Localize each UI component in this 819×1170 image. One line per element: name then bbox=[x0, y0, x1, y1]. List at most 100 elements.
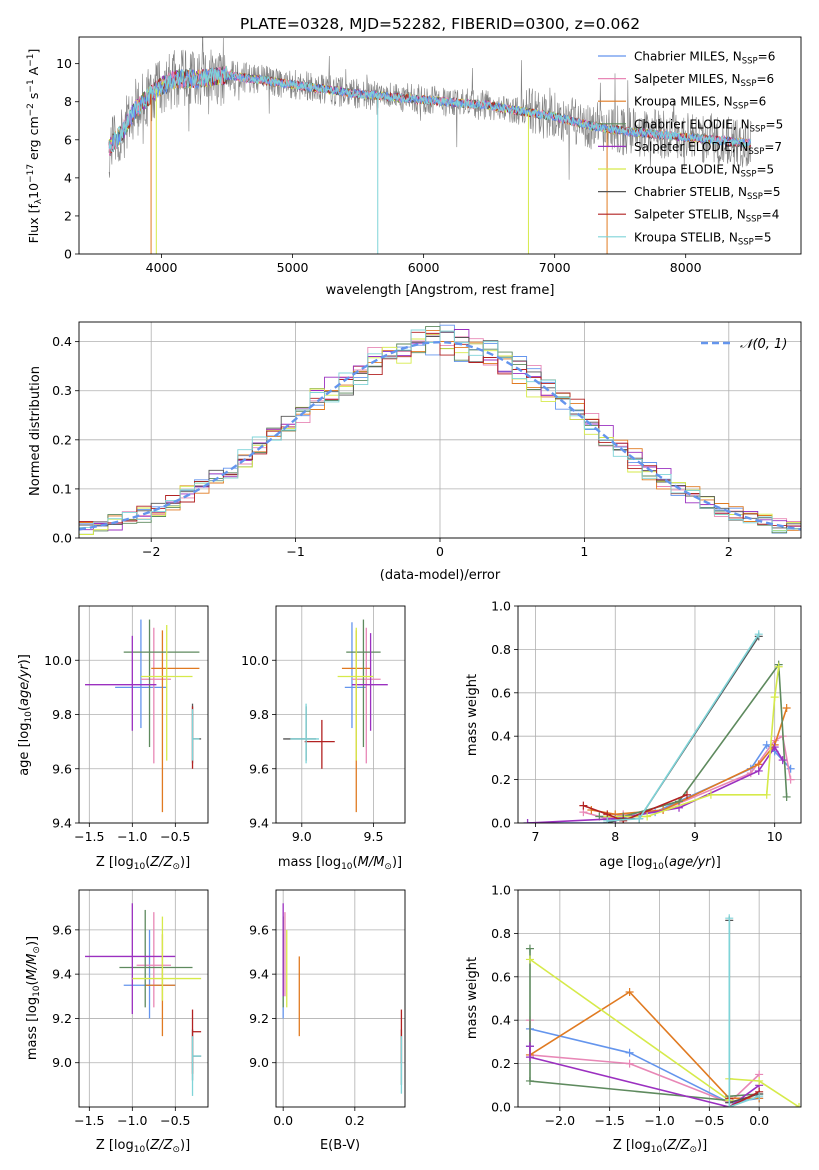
legend-text: Salpeter STELIB, N bbox=[634, 208, 746, 222]
tick-label-x: −0.5 bbox=[160, 1113, 190, 1128]
gaussian-legend-label: 𝒩(0, 1) bbox=[740, 337, 787, 352]
weight-marker bbox=[762, 790, 771, 799]
tick-label-x: −1.5 bbox=[74, 1113, 104, 1128]
tick-label-x: 6000 bbox=[408, 260, 440, 275]
legend-sub: SSP bbox=[748, 147, 764, 157]
tick-label-y: 0.2 bbox=[491, 772, 511, 787]
axes-frame bbox=[275, 889, 406, 1108]
tick-label-y: 9.6 bbox=[249, 761, 269, 776]
tick-label-y: 1.0 bbox=[491, 883, 511, 898]
legend-entry: Chabrier ELODIE, NSSP=5 bbox=[634, 117, 783, 134]
tick-label-y: 0.8 bbox=[491, 642, 511, 657]
ylabel-z-age: age [log10(age/yr)] bbox=[17, 654, 34, 776]
axes-frame bbox=[78, 605, 209, 824]
weight-marker bbox=[795, 1103, 801, 1107]
tick-label-x: 1 bbox=[580, 544, 588, 559]
legend-text: Salpeter ELODIE, N bbox=[634, 140, 748, 154]
residuals-panel: −2 −1 0 1 2 0.0 0.1 0.2 0.3 0.4 𝒩(0, 1) bbox=[52, 321, 802, 559]
tick-label-x: 8000 bbox=[670, 260, 702, 275]
tick-label-y: 9.8 bbox=[249, 707, 269, 722]
tick-label-x: −0.5 bbox=[160, 829, 190, 844]
legend-text: Chabrier STELIB, N bbox=[634, 185, 747, 199]
tick-label-x: −0.5 bbox=[694, 1113, 724, 1128]
tick-label-y: 6 bbox=[64, 132, 72, 147]
legend-val: =6 bbox=[758, 50, 776, 64]
legend-text: Kroupa STELIB, N bbox=[634, 230, 738, 244]
xlabel-spectrum: wavelength [Angstrom, rest frame] bbox=[326, 283, 555, 298]
xlabel-z-mass: Z [log10(Z/Z⊙)] bbox=[96, 1138, 190, 1155]
legend-entry: Kroupa ELODIE, NSSP=5 bbox=[634, 163, 774, 180]
weight-marker bbox=[725, 914, 734, 923]
tick-label-x: −1.5 bbox=[74, 829, 104, 844]
weight-marker bbox=[525, 1042, 534, 1051]
tick-label-y: 10 bbox=[56, 56, 72, 71]
legend-val: =5 bbox=[756, 163, 774, 177]
weight-line-6 bbox=[728, 920, 760, 1104]
tick-label-y: 10.0 bbox=[241, 653, 269, 668]
weight-marker bbox=[625, 1048, 634, 1057]
mass-age-panel: 9.0 9.5 9.4 9.6 9.8 10.0 bbox=[241, 605, 406, 844]
legend-entry: Kroupa MILES, NSSP=6 bbox=[634, 95, 766, 112]
weight-marker bbox=[603, 816, 612, 823]
z-age-panel: −1.5 −1.0 −0.5 9.4 9.6 9.8 10.0 bbox=[44, 605, 209, 844]
legend-sub: SSP bbox=[750, 124, 766, 134]
xlabel-z-weight: Z [log10(Z/Z⊙)] bbox=[613, 1138, 707, 1155]
weight-line-1 bbox=[583, 734, 792, 820]
weight-marker bbox=[525, 1076, 534, 1085]
weight-marker bbox=[770, 743, 779, 752]
legend-entry: Chabrier STELIB, NSSP=5 bbox=[634, 185, 781, 202]
tick-label-y: 8 bbox=[64, 94, 72, 109]
weight-line-2 bbox=[591, 707, 788, 816]
tick-label-x: −1.0 bbox=[644, 1113, 674, 1128]
tick-label-x: 10 bbox=[767, 829, 783, 844]
legend-val: =6 bbox=[756, 72, 774, 86]
weight-marker bbox=[755, 1076, 764, 1085]
weight-marker bbox=[782, 703, 791, 712]
tick-label-y: 9.6 bbox=[249, 922, 269, 937]
tick-label-y: 9.0 bbox=[249, 1055, 269, 1070]
legend-sub: SSP bbox=[741, 170, 757, 180]
tick-label-y: 0.8 bbox=[491, 926, 511, 941]
tick-label-x: −1.0 bbox=[117, 1113, 147, 1128]
tick-label-y: 9.6 bbox=[52, 922, 72, 937]
ylabel-z-mass: mass [log10(M/M⊙)] bbox=[25, 936, 42, 1060]
weight-marker bbox=[725, 1103, 734, 1107]
weight-marker bbox=[774, 662, 783, 671]
axes-frame bbox=[78, 889, 209, 1108]
weight-marker bbox=[786, 775, 795, 784]
tick-label-x: −1.5 bbox=[594, 1113, 624, 1128]
axes-frame bbox=[78, 321, 802, 539]
legend-entry: Salpeter ELODIE, NSSP=7 bbox=[634, 140, 782, 157]
gaussian-curve bbox=[79, 340, 801, 531]
ylabel-spectrum: Flux [fλ10−17 erg cm−2 s−1 A−1] bbox=[26, 49, 44, 244]
legend-text: Chabrier ELODIE, N bbox=[634, 117, 750, 131]
tick-label-y: 0.0 bbox=[52, 531, 72, 546]
tick-label-x: 4000 bbox=[146, 260, 178, 275]
weight-line-2 bbox=[529, 990, 760, 1100]
tick-label-y: 9.4 bbox=[249, 967, 269, 982]
legend-sub: SSP bbox=[742, 57, 758, 67]
tick-label-x: 7 bbox=[532, 829, 540, 844]
weight-marker bbox=[755, 1092, 764, 1101]
weight-marker bbox=[635, 814, 644, 823]
weight-marker bbox=[625, 987, 634, 996]
weight-line-7 bbox=[583, 794, 688, 822]
tick-label-x: 2 bbox=[725, 544, 733, 559]
tick-label-x: −1 bbox=[286, 544, 304, 559]
tick-label-y: 9.2 bbox=[249, 1011, 269, 1026]
xlabel-ebv: E(B-V) bbox=[320, 1138, 360, 1153]
xlabel-age-weight: age [log10(age/yr)] bbox=[599, 855, 721, 872]
weight-marker bbox=[778, 756, 787, 765]
weight-marker bbox=[754, 766, 763, 775]
xlabel-z-age: Z [log10(Z/Z⊙)] bbox=[96, 855, 190, 872]
legend-entry: Chabrier MILES, NSSP=6 bbox=[634, 50, 775, 67]
legend-sub: SSP bbox=[738, 237, 754, 247]
tick-label-x: 0.0 bbox=[749, 1113, 769, 1128]
errorbars bbox=[85, 903, 202, 1096]
legend-sub: SSP bbox=[746, 215, 762, 225]
tick-label-y: 0.2 bbox=[491, 1056, 511, 1071]
legend-sub: SSP bbox=[741, 79, 757, 89]
model-spectrum-3 bbox=[108, 66, 752, 152]
